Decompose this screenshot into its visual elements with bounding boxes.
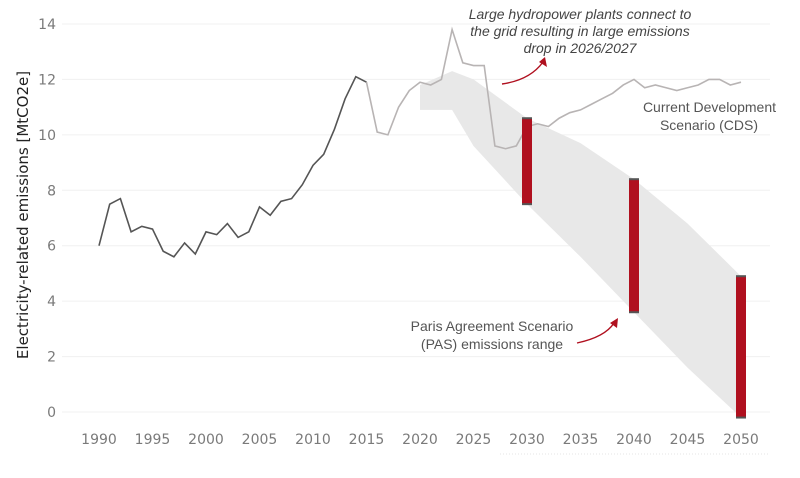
- cds-annotation-line-2: Scenario (CDS): [660, 117, 758, 133]
- pas-range-bar-2050: [736, 276, 746, 418]
- pas-range-bar-2030: [522, 118, 532, 205]
- x-tick-label: 2015: [349, 432, 385, 448]
- cds-emissions-line: [365, 26, 742, 150]
- y-tick-label: 2: [47, 350, 56, 366]
- pas-annotation: Paris Agreement Scenario (PAS) emissions…: [411, 318, 618, 352]
- x-tick-label: 2005: [242, 432, 278, 448]
- hydro-annotation-line-3: drop in 2026/2027: [524, 40, 638, 56]
- x-tick-label: 2045: [670, 432, 706, 448]
- y-tick-label: 14: [38, 17, 56, 33]
- hydro-arrowhead: [539, 57, 547, 67]
- hydro-arrow: [501, 61, 544, 85]
- hydro-annotation-line-2: the grid resulting in large emissions: [470, 23, 689, 39]
- y-tick-label: 12: [38, 72, 56, 88]
- x-axis-ticks: 1990 1995 2000 2005 2010 2015 2020 2025 2030 2035…: [81, 432, 759, 448]
- x-tick-label: 2025: [456, 432, 492, 448]
- pas-arrow: [576, 322, 615, 344]
- x-tick-label: 2050: [723, 432, 759, 448]
- x-tick-label: 1995: [135, 432, 171, 448]
- y-tick-label: 6: [47, 239, 56, 255]
- x-tick-label: 2020: [402, 432, 438, 448]
- cds-annotation-line-1: Current Development: [643, 99, 776, 115]
- pas-emissions-band: [420, 71, 741, 418]
- pas-annotation-line-2: (PAS) emissions range: [421, 336, 563, 352]
- y-axis-label: Electricity-related emissions [MtCO2e]: [14, 71, 32, 359]
- x-tick-label: 2000: [188, 432, 224, 448]
- historical-emissions-line: [98, 75, 367, 258]
- hydro-annotation-line-1: Large hydropower plants connect to: [469, 6, 692, 22]
- y-tick-label: 10: [38, 128, 56, 144]
- gridlines: [62, 23, 770, 455]
- x-tick-label: 2030: [509, 432, 545, 448]
- cds-annotation: Current Development Scenario (CDS): [643, 99, 776, 133]
- x-tick-label: 2035: [563, 432, 599, 448]
- hydro-annotation: Large hydropower plants connect to the g…: [469, 6, 692, 85]
- pas-annotation-line-1: Paris Agreement Scenario: [411, 318, 574, 334]
- x-tick-label: 2040: [616, 432, 652, 448]
- y-tick-label: 4: [47, 294, 56, 310]
- x-tick-label: 1990: [81, 432, 117, 448]
- pas-range-bar-2040: [629, 179, 639, 313]
- x-tick-label: 2010: [295, 432, 331, 448]
- pas-range-bars: [522, 117, 746, 419]
- pas-arrowhead: [610, 318, 618, 328]
- y-tick-label: 0: [47, 405, 56, 421]
- y-axis-ticks: 0 2 4 6 8 10 12 14: [38, 17, 56, 421]
- y-tick-label: 8: [47, 183, 56, 199]
